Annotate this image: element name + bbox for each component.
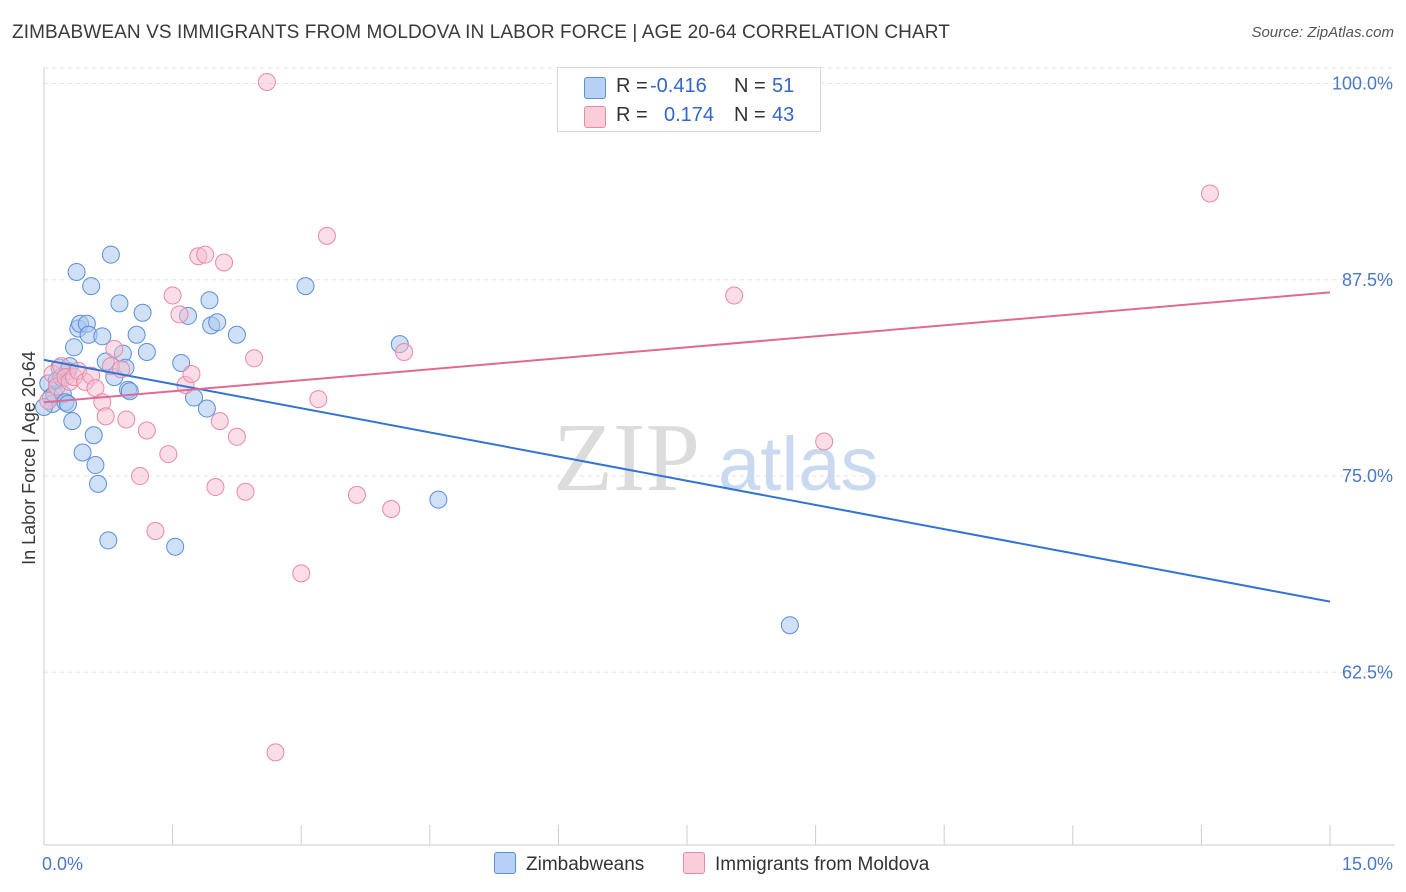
data-point-moldova (206, 478, 225, 497)
source-credit: Source: ZipAtlas.com (1251, 24, 1394, 41)
x-tick-label: 0.0% (42, 854, 83, 874)
data-point-zimbabweans (99, 531, 118, 550)
data-point-moldova (215, 253, 234, 272)
y-tick-label: 62.5% (1342, 662, 1393, 682)
data-point-zimbabweans (120, 382, 139, 401)
data-point-moldova (137, 421, 156, 440)
data-point-moldova (182, 365, 201, 383)
data-point-moldova (382, 500, 401, 519)
data-point-zimbabweans (65, 338, 84, 357)
data-point-zimbabweans (93, 327, 112, 346)
data-point-zimbabweans (780, 616, 799, 635)
data-point-moldova (163, 286, 182, 305)
trend-line-moldova (43, 291, 1331, 404)
data-point-zimbabweans (84, 426, 103, 445)
data-point-zimbabweans (63, 412, 82, 431)
data-point-zimbabweans (133, 303, 152, 322)
legend-item-zimbabweans: Zimbabweans (494, 852, 644, 876)
n-value: 51 (772, 75, 795, 97)
data-point-moldova (227, 427, 246, 446)
series-moldova (39, 72, 1219, 762)
data-point-moldova (96, 407, 115, 426)
data-point-zimbabweans (208, 313, 227, 332)
trend-lines (43, 291, 1331, 603)
blue-swatch-icon (494, 852, 516, 874)
y-tick-label: 75.0% (1342, 466, 1393, 486)
data-point-moldova (292, 564, 311, 583)
axes (43, 68, 1395, 846)
r-value: -0.416 (650, 75, 707, 97)
watermark-zip: ZIP (553, 404, 700, 512)
data-point-moldova (146, 522, 165, 540)
data-point-moldova (815, 432, 834, 451)
r-label: R = (616, 104, 648, 126)
y-tick-label: 100.0% (1332, 74, 1393, 94)
data-point-moldova (245, 349, 264, 368)
n-label: N = (734, 104, 766, 126)
data-point-moldova (1200, 184, 1219, 203)
r-value: 0.174 (664, 104, 715, 126)
data-point-zimbabweans (82, 277, 101, 296)
stats-legend: R = -0.416 N = 51 R = 0.174 N = 43 (557, 67, 821, 132)
legend-label: Zimbabweans (526, 854, 645, 875)
data-point-moldova (257, 72, 276, 91)
legend-row-zimbabweans: R = -0.416 N = 51 (558, 72, 820, 102)
watermark: ZIP atlas (553, 404, 879, 512)
data-point-zimbabweans (73, 443, 92, 462)
y-tick-label: 87.5% (1342, 270, 1393, 290)
legend-row-moldova: R = 0.174 N = 43 (558, 101, 820, 131)
data-point-zimbabweans (227, 325, 246, 344)
data-point-zimbabweans (172, 354, 191, 373)
data-point-zimbabweans (200, 291, 219, 310)
data-point-zimbabweans (296, 277, 315, 296)
data-point-moldova (117, 410, 136, 429)
data-point-zimbabweans (197, 399, 216, 418)
watermark-atlas: atlas (718, 422, 879, 507)
n-label: N = (734, 75, 766, 97)
grid-lines (44, 67, 1395, 673)
data-point-moldova (105, 339, 124, 358)
data-point-zimbabweans (110, 294, 129, 313)
data-point-zimbabweans (86, 456, 105, 475)
data-point-moldova (210, 412, 229, 431)
data-point-moldova (309, 390, 328, 409)
data-point-moldova (347, 485, 366, 504)
x-tick-label: 15.0% (1342, 854, 1393, 874)
data-point-moldova (170, 305, 189, 324)
data-point-zimbabweans (89, 474, 108, 493)
data-point-moldova (196, 245, 215, 264)
tick-labels: 62.5% 75.0% 87.5% 100.0% 0.0% 15.0% (42, 74, 1393, 874)
data-point-zimbabweans (59, 394, 78, 413)
data-point-moldova (236, 482, 255, 501)
data-point-moldova (395, 343, 414, 362)
n-value: 43 (772, 104, 795, 126)
pink-swatch-icon (683, 852, 705, 874)
data-point-zimbabweans (67, 262, 86, 281)
data-point-moldova (131, 467, 150, 486)
data-point-moldova (317, 226, 336, 245)
data-point-moldova (266, 743, 285, 762)
y-axis-label: In Labor Force | Age 20-64 (19, 351, 39, 565)
data-point-zimbabweans (101, 245, 120, 264)
data-point-moldova (159, 445, 178, 464)
pink-swatch-icon (584, 106, 606, 128)
blue-swatch-icon (584, 77, 606, 99)
legend-label: Immigrants from Moldova (715, 854, 930, 875)
chart-title: ZIMBABWEAN VS IMMIGRANTS FROM MOLDOVA IN… (12, 22, 950, 43)
data-point-zimbabweans (429, 490, 448, 509)
data-point-zimbabweans (127, 325, 146, 344)
r-label: R = (616, 75, 648, 97)
data-point-moldova (725, 286, 744, 305)
legend-item-moldova: Immigrants from Moldova (683, 852, 929, 876)
data-point-zimbabweans (166, 537, 185, 556)
data-point-zimbabweans (137, 343, 156, 362)
trend-line-zimbabweans (43, 358, 1331, 603)
